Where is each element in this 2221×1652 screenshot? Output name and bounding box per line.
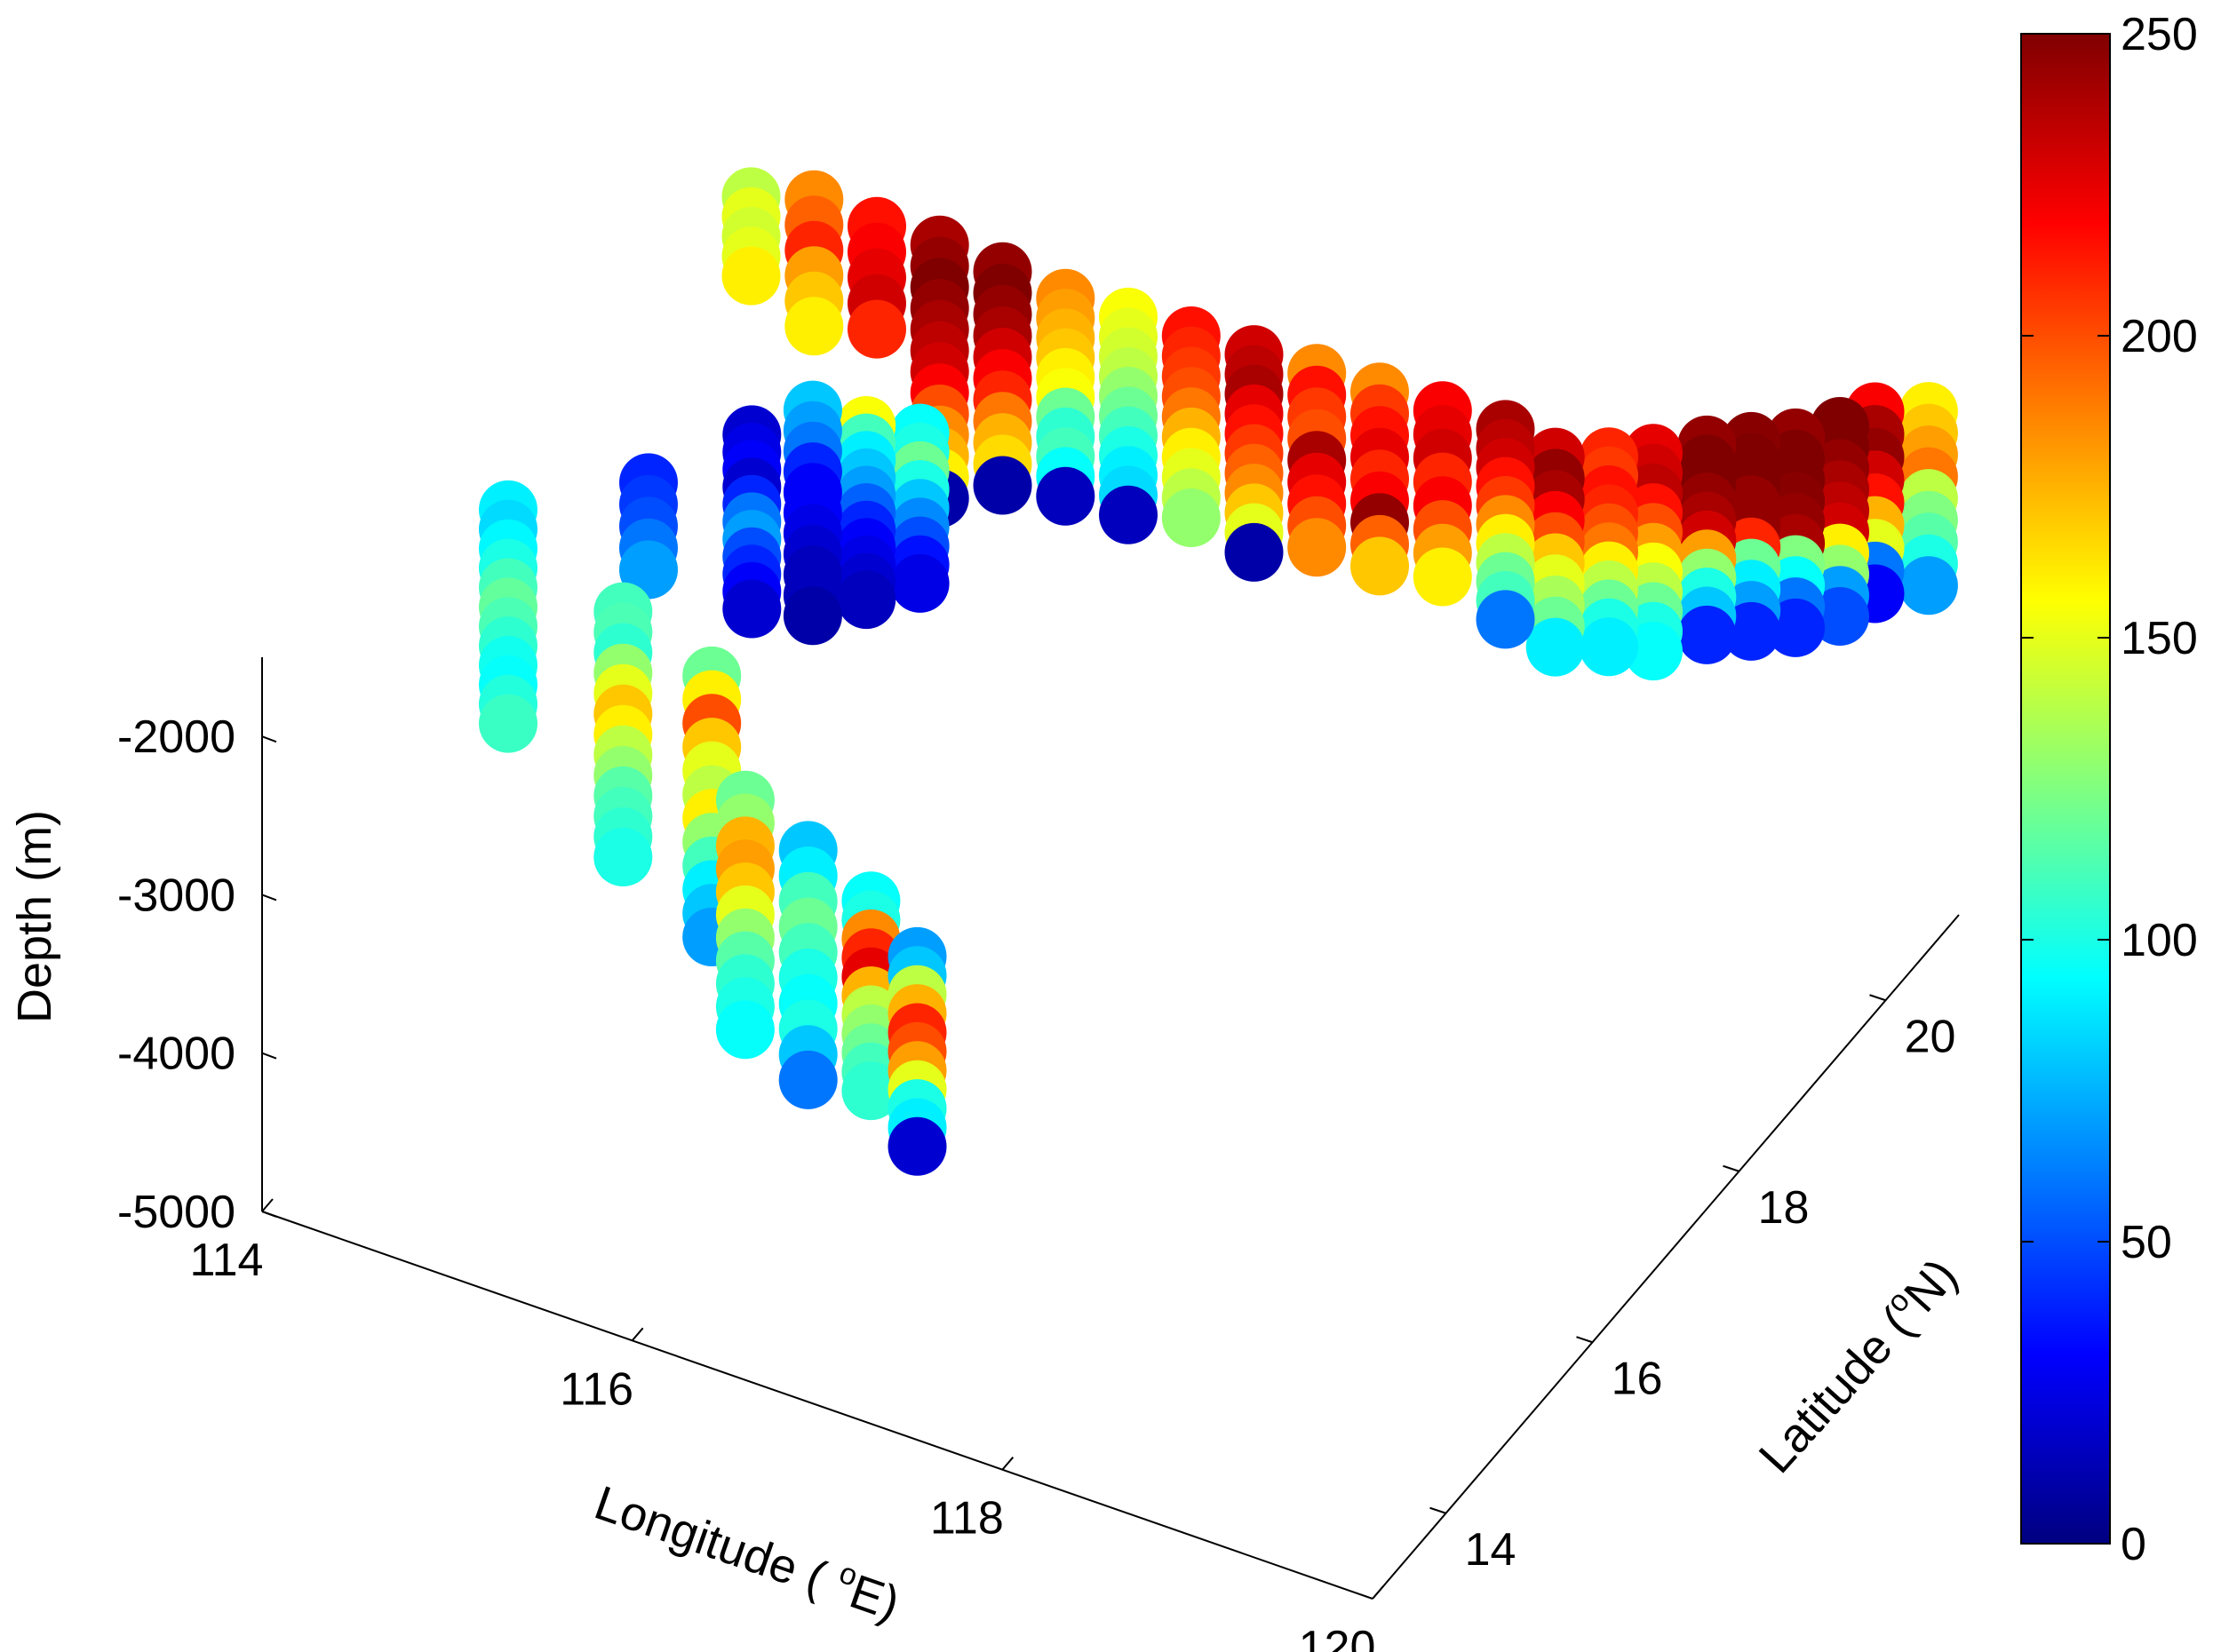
z-tick-mark: [261, 735, 277, 743]
z-tick-label: -5000: [117, 1187, 235, 1238]
y-tick-label: 14: [1465, 1524, 1516, 1576]
y-axis-line: [1372, 914, 1960, 1600]
data-point: [479, 694, 537, 753]
z-tick-mark: [261, 1211, 277, 1218]
y-tick-label: 20: [1905, 1011, 1956, 1062]
data-point: [1476, 590, 1535, 649]
data-point: [888, 1116, 947, 1176]
x-tick-mark: [1001, 1457, 1015, 1471]
z-axis-label: Depth (m): [8, 810, 61, 1023]
data-point: [1811, 587, 1869, 646]
y-axis-label: Latitude (oN): [1747, 1246, 1968, 1483]
z-tick-label: -4000: [117, 1029, 235, 1080]
y-tick-mark: [1576, 1336, 1593, 1344]
z-tick-label: -2000: [117, 711, 235, 763]
colorbar-tick-label: 100: [2121, 915, 2198, 966]
data-point: [1677, 605, 1737, 664]
colorbar-ticks: 0 50 100 150 200 250: [2021, 9, 2198, 1570]
data-point: [973, 456, 1032, 515]
colorbar-tick-label: 50: [2121, 1217, 2172, 1268]
data-point: [1099, 485, 1158, 544]
data-point: [1224, 522, 1284, 582]
x-tick-mark: [1372, 1585, 1384, 1600]
x-tick-mark: [261, 1198, 274, 1212]
x-axis-label-main: Longitude (: [588, 1476, 845, 1609]
data-point: [841, 1061, 901, 1121]
data-point: [1766, 598, 1826, 657]
x-tick-label: 114: [190, 1235, 264, 1286]
y-tick-mark: [1429, 1506, 1446, 1514]
z-tick-mark: [261, 894, 277, 901]
data-point: [848, 299, 906, 359]
z-tick-label: -3000: [117, 870, 235, 921]
data-point: [1287, 518, 1347, 577]
data-point: [1899, 556, 1958, 616]
data-point: [593, 828, 653, 886]
data-point: [890, 553, 950, 613]
colorbar-tick-label: 0: [2121, 1519, 2146, 1570]
data-point: [1350, 536, 1409, 596]
axes: [261, 657, 1960, 1600]
x-tick-mark: [631, 1327, 644, 1341]
y-tick-label: 16: [1612, 1353, 1663, 1404]
x-axis-label: Longitude ( oE): [588, 1473, 907, 1631]
data-point: [721, 246, 781, 306]
data-point: [837, 570, 896, 630]
y-axis-label-main: Latitude (: [1749, 1299, 1922, 1482]
data-point: [1722, 601, 1781, 661]
colorbar-tick-label: 200: [2121, 311, 2198, 362]
y-tick-mark: [1869, 994, 1886, 1002]
data-point: [715, 1000, 775, 1060]
colorbar: 0 50 100 150 200 250: [2020, 9, 2198, 1570]
x-tick-label: 120: [1299, 1622, 1376, 1652]
x-tick-label: 116: [560, 1363, 633, 1415]
colorbar-gradient: [2020, 33, 2111, 1545]
data-point: [722, 579, 782, 639]
data-point: [778, 1050, 838, 1109]
data-point: [1036, 466, 1095, 526]
data-point: [1580, 617, 1638, 677]
data-point: [1525, 617, 1585, 677]
y-tick-label: 18: [1758, 1182, 1810, 1234]
data-point: [784, 297, 844, 356]
data-point: [1161, 488, 1221, 547]
data-point: [783, 586, 842, 646]
colorbar-tick-label: 250: [2121, 9, 2198, 60]
colorbar-tick-label: 150: [2121, 613, 2198, 664]
data-point: [1624, 622, 1683, 681]
x-tick-label: 118: [930, 1493, 1004, 1545]
y-tick-mark: [1723, 1164, 1739, 1172]
data-points: [479, 167, 1958, 1176]
data-point: [1413, 547, 1472, 607]
z-tick-mark: [261, 1052, 277, 1060]
x-axis-line: [261, 1211, 1373, 1600]
